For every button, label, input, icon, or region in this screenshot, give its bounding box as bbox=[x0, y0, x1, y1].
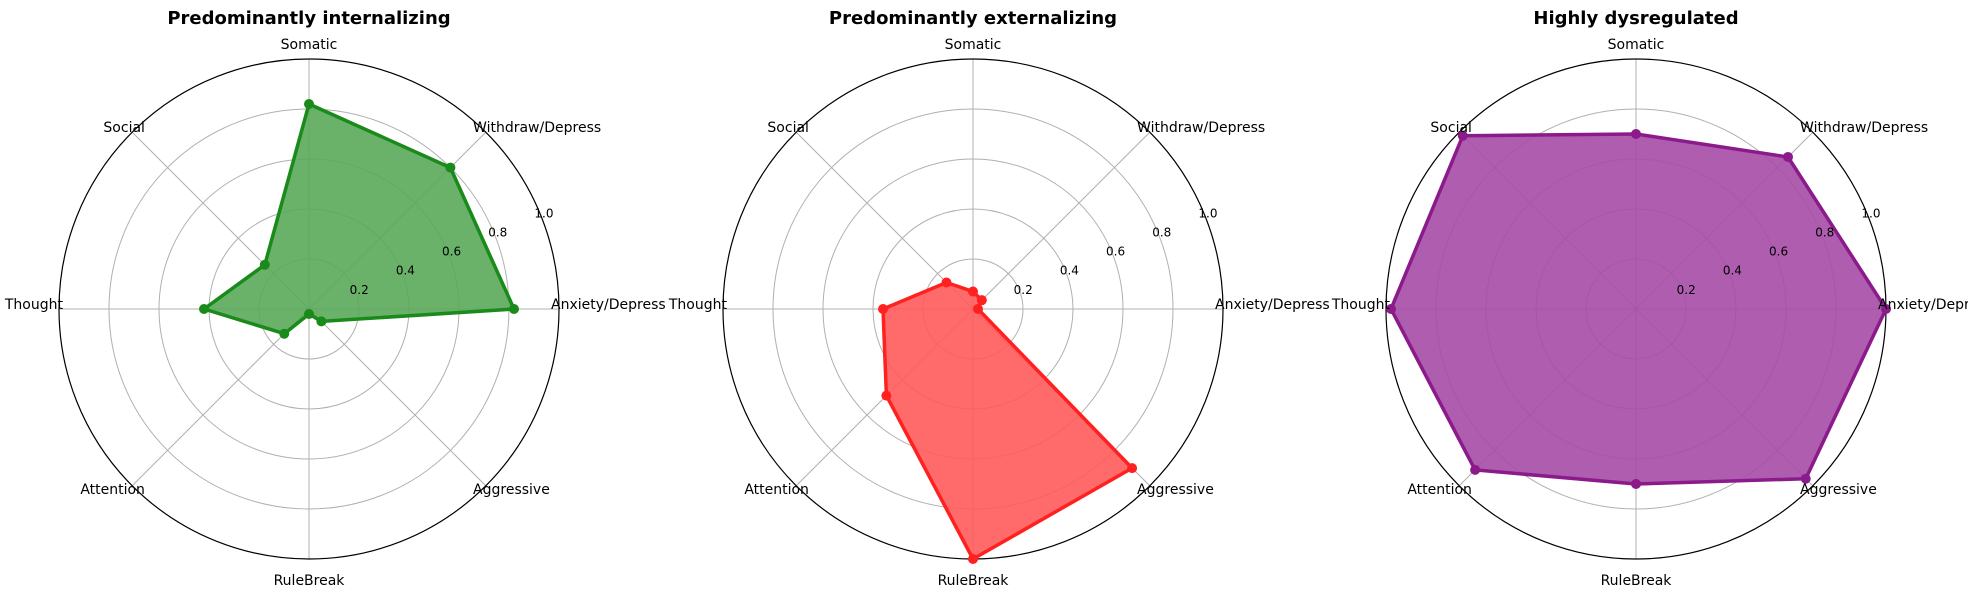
radial-tick-label: 0.4 bbox=[396, 264, 415, 278]
radar-panel-internalizing: Predominantly internalizing 0.2 0.4 0.6 0.8… bbox=[4, 8, 666, 589]
data-point-rulebreak bbox=[304, 309, 314, 319]
data-point-social bbox=[259, 259, 270, 270]
data-point-attention bbox=[881, 390, 892, 401]
data-point-somatic bbox=[304, 99, 314, 109]
data-point-withdraw-depress bbox=[976, 295, 987, 306]
data-point-social bbox=[941, 277, 952, 288]
data-point-anxiety-depress bbox=[973, 304, 983, 314]
series-area bbox=[202, 102, 516, 336]
category-label: Aggressive bbox=[1137, 482, 1214, 498]
series-area bbox=[1389, 132, 1888, 486]
radial-tick-label: 0.2 bbox=[350, 283, 369, 297]
category-label: Attention bbox=[1407, 482, 1472, 498]
category-label: Somatic bbox=[1608, 37, 1665, 53]
category-label: Thought bbox=[1331, 297, 1391, 313]
radial-tick-label: 0.6 bbox=[1106, 245, 1125, 259]
radial-tick-label: 0.2 bbox=[1014, 283, 1033, 297]
radial-tick-label: 0.4 bbox=[1060, 264, 1079, 278]
grid-spoke bbox=[308, 308, 487, 487]
data-point-somatic bbox=[1631, 129, 1641, 139]
data-point-rulebreak bbox=[1631, 479, 1641, 489]
grid-spoke bbox=[972, 131, 1151, 310]
radial-tick-label: 0.2 bbox=[1677, 283, 1696, 297]
data-point-aggressive bbox=[316, 316, 327, 327]
category-label: Anxiety/Depress bbox=[551, 297, 666, 313]
data-point-social bbox=[1457, 130, 1468, 141]
data-point-attention bbox=[1470, 464, 1481, 475]
radar-panel-externalizing: Predominantly externalizing 0.2 0.4 0.6 0.8… bbox=[668, 8, 1330, 589]
series-area bbox=[881, 280, 1134, 561]
data-point-aggressive bbox=[1800, 473, 1811, 484]
data-point-rulebreak bbox=[968, 554, 978, 564]
category-label: Withdraw/Depress bbox=[473, 120, 601, 136]
category-label: Social bbox=[103, 120, 145, 136]
category-label: RuleBreak bbox=[938, 573, 1010, 589]
category-label: Somatic bbox=[945, 37, 1002, 53]
radial-tick-label: 0.8 bbox=[488, 225, 507, 239]
data-point-anxiety-depress bbox=[509, 304, 519, 314]
category-label: Somatic bbox=[281, 37, 338, 53]
panel-title: Highly dysregulated bbox=[1533, 8, 1738, 29]
category-label: Aggressive bbox=[1800, 482, 1877, 498]
radial-tick-label: 0.8 bbox=[1815, 225, 1834, 239]
category-label: Anxiety/Depress bbox=[1215, 297, 1330, 313]
data-point-aggressive bbox=[1127, 463, 1138, 474]
category-label: Withdraw/Depress bbox=[1800, 120, 1928, 136]
data-point-anxiety-depress bbox=[1881, 304, 1891, 314]
data-point-thought bbox=[878, 304, 888, 314]
radial-tick-label: 0.6 bbox=[442, 245, 461, 259]
data-point-withdraw-depress bbox=[1783, 151, 1794, 162]
category-label: RuleBreak bbox=[274, 573, 346, 589]
data-point-thought bbox=[199, 304, 209, 314]
category-label: Aggressive bbox=[473, 482, 550, 498]
category-label: Thought bbox=[4, 297, 64, 313]
radial-tick-label: 1.0 bbox=[1861, 206, 1880, 220]
radial-tick-label: 0.4 bbox=[1723, 264, 1742, 278]
category-label: Social bbox=[767, 120, 809, 136]
grid-spoke bbox=[131, 308, 310, 487]
category-label: Attention bbox=[744, 482, 809, 498]
data-point-withdraw-depress bbox=[445, 162, 456, 173]
category-label: Withdraw/Depress bbox=[1137, 120, 1265, 136]
data-point-thought bbox=[1386, 304, 1396, 314]
outer-ring bbox=[58, 58, 560, 560]
data-point-somatic bbox=[968, 286, 978, 297]
panel-title: Predominantly internalizing bbox=[167, 8, 450, 29]
panel-title: Predominantly externalizing bbox=[829, 8, 1117, 29]
category-label: Attention bbox=[80, 482, 145, 498]
category-label: RuleBreak bbox=[1601, 573, 1673, 589]
radar-panel-dysregulated: Highly dysregulated 0.2 0.4 0.6 0.8 1.0 Anxie… bbox=[1331, 8, 1968, 589]
radial-tick-label: 1.0 bbox=[534, 206, 553, 220]
category-label: Anxiety/Depress bbox=[1878, 297, 1968, 313]
radial-tick-label: 0.6 bbox=[1769, 245, 1788, 259]
radial-tick-label: 0.8 bbox=[1152, 225, 1171, 239]
category-label: Thought bbox=[668, 297, 728, 313]
radial-tick-label: 1.0 bbox=[1198, 206, 1217, 220]
category-label: Social bbox=[1430, 120, 1472, 136]
data-point-attention bbox=[279, 328, 290, 339]
